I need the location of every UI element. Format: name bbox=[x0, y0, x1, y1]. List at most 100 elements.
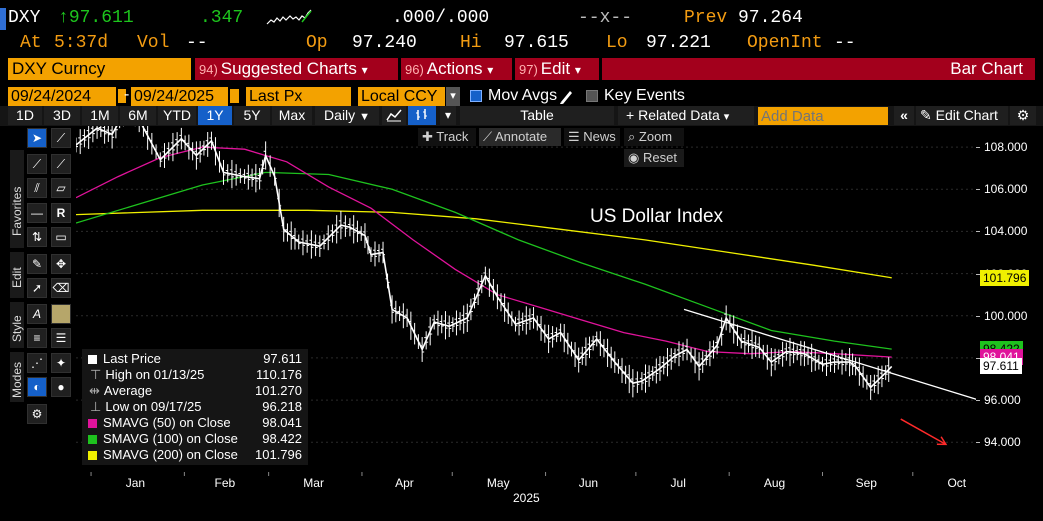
chart-type-label[interactable]: Bar Chart bbox=[602, 58, 1035, 80]
add-data-input[interactable] bbox=[758, 107, 888, 125]
end-date-field[interactable]: 09/24/2025 bbox=[131, 87, 228, 106]
legend-row-sma100: SMAVG (100) on Close 98.422 bbox=[88, 431, 302, 447]
y-axis bbox=[976, 126, 1043, 476]
move-icon[interactable]: ✥ bbox=[51, 254, 71, 274]
key-events-label: Key Events bbox=[604, 87, 685, 104]
style-tab-label: Style bbox=[10, 315, 24, 342]
price-field-select[interactable]: Last Px bbox=[246, 87, 351, 106]
modes-tab-label: Modes bbox=[10, 361, 24, 398]
line-segment-icon[interactable]: ⟋ bbox=[27, 154, 47, 174]
range-1m-button[interactable]: 1M bbox=[82, 106, 118, 125]
draw-line-icon[interactable]: ⟋ bbox=[51, 128, 71, 148]
reset-button[interactable]: ◉ Reset bbox=[624, 149, 684, 167]
hand-mode-icon[interactable]: ✦ bbox=[51, 353, 71, 373]
period-select[interactable]: Daily ▼ bbox=[315, 106, 379, 125]
table-button[interactable]: Table bbox=[460, 106, 614, 125]
start-calendar-icon[interactable] bbox=[117, 88, 127, 104]
edit-chevron-down-icon: ▾ bbox=[574, 63, 581, 77]
fibonacci-icon[interactable]: ⇅ bbox=[27, 227, 47, 247]
edit-menu[interactable]: 97) Edit ▾ bbox=[515, 58, 599, 80]
resistance-trendline bbox=[683, 308, 980, 401]
edit-chart-pencil-icon: ✎ bbox=[920, 107, 932, 123]
sidebar-settings-gear-icon[interactable]: ⚙ bbox=[27, 404, 47, 424]
security-field[interactable]: DXY Curncy bbox=[8, 58, 191, 80]
track-button[interactable]: ✚ Track bbox=[418, 128, 476, 146]
edit-tab-label: Edit bbox=[10, 267, 24, 288]
pen-icon[interactable]: ✎ bbox=[27, 254, 47, 274]
annotate-button[interactable]: ⟋ Annotate bbox=[479, 128, 561, 146]
annotate-line-icon: ⟋ bbox=[483, 129, 493, 144]
key-events-checkbox[interactable] bbox=[586, 90, 598, 102]
modes-tab[interactable]: Modes bbox=[10, 352, 24, 402]
collapse-chevrons-icon[interactable]: « bbox=[894, 106, 914, 125]
line-chart-icon[interactable] bbox=[382, 106, 406, 125]
range-6m-button[interactable]: 6M bbox=[120, 106, 156, 125]
related-data-menu[interactable]: + Related Data ▾ bbox=[618, 106, 754, 125]
actions-chevron-down-icon: ▾ bbox=[487, 63, 494, 77]
y-tick-mark bbox=[976, 400, 980, 402]
low-marker-icon: ⊥ bbox=[90, 399, 102, 414]
legend-swatch-sma200 bbox=[88, 451, 97, 461]
high-label: Hi bbox=[460, 33, 482, 53]
color-mode-icon[interactable]: ● bbox=[51, 377, 71, 397]
annotate-label: Annotate bbox=[495, 129, 548, 144]
legend-value: 101.796 bbox=[255, 447, 302, 462]
select-cursor-icon[interactable]: ➚ bbox=[27, 278, 47, 298]
news-list-icon: ☰ bbox=[568, 129, 580, 144]
range-3d-button[interactable]: 3D bbox=[44, 106, 80, 125]
chart-mode-icon[interactable]: ◐ bbox=[27, 377, 47, 397]
horizontal-line-icon[interactable]: — bbox=[27, 203, 47, 223]
suggested-charts-menu[interactable]: 94) Suggested Charts ▾ bbox=[195, 58, 398, 80]
average-marker-icon: ⇹ bbox=[89, 383, 100, 398]
range-1y-button[interactable]: 1Y bbox=[198, 106, 232, 125]
line-weight-icon[interactable]: ≡ bbox=[27, 328, 47, 348]
style-tab[interactable]: Style bbox=[10, 302, 24, 348]
x-tick-label: Jun bbox=[578, 476, 599, 490]
high-marker-icon: ⊤ bbox=[90, 367, 102, 382]
chart-style-chevron-down-icon[interactable]: ▾ bbox=[440, 106, 456, 125]
settings-gear-icon[interactable]: ⚙ bbox=[1010, 106, 1036, 125]
font-style-icon[interactable]: A bbox=[27, 304, 47, 324]
news-button[interactable]: ☰ News bbox=[564, 128, 620, 146]
favorites-tab[interactable]: Favorites bbox=[10, 150, 24, 248]
actions-label: Actions bbox=[426, 59, 483, 78]
range-1d-button[interactable]: 1D bbox=[8, 106, 42, 125]
crosshair-mode-icon[interactable]: ⋰ bbox=[27, 353, 47, 373]
x-tick-label: Feb bbox=[214, 476, 236, 490]
vol-label: Vol bbox=[137, 33, 170, 53]
low-value: 97.221 bbox=[646, 33, 711, 53]
retracement-icon[interactable]: R bbox=[51, 203, 71, 223]
ray-line-icon[interactable]: ⟋ bbox=[51, 154, 71, 174]
y-tick-mark bbox=[976, 147, 980, 149]
bar-chart-icon[interactable] bbox=[408, 106, 436, 125]
x-axis-year-label: 2025 bbox=[513, 491, 540, 505]
legend-row-last-price: Last Price 97.611 bbox=[88, 351, 302, 367]
line-style-icon[interactable]: ☰ bbox=[51, 328, 71, 348]
reset-radio-icon: ◉ bbox=[628, 150, 640, 165]
range-5y-button[interactable]: 5Y bbox=[234, 106, 270, 125]
edit-chart-button[interactable]: ✎ Edit Chart bbox=[916, 106, 1008, 125]
range-max-button[interactable]: Max bbox=[272, 106, 312, 125]
start-date-field[interactable]: 09/24/2024 bbox=[8, 87, 116, 106]
y-tick-label: 94.000 bbox=[984, 435, 1021, 450]
currency-select[interactable]: Local CCY bbox=[358, 87, 445, 106]
trend-channel-icon[interactable]: ⫽ bbox=[27, 178, 47, 198]
pencil-icon[interactable] bbox=[558, 87, 574, 105]
prev-value: 97.264 bbox=[738, 8, 803, 28]
rectangle-icon[interactable]: ▭ bbox=[51, 227, 71, 247]
pointer-icon[interactable]: ➤ bbox=[27, 128, 47, 148]
range-ytd-button[interactable]: YTD bbox=[158, 106, 196, 125]
zoom-magnifier-icon: ⌕ bbox=[628, 129, 636, 144]
eraser-icon[interactable]: ⌫ bbox=[51, 278, 71, 298]
series-line-smavg bbox=[75, 146, 892, 358]
actions-menu[interactable]: 96) Actions ▾ bbox=[401, 58, 512, 80]
parallel-lines-icon[interactable]: ▱ bbox=[51, 178, 71, 198]
zoom-button[interactable]: ⌕ Zoom bbox=[624, 128, 684, 146]
edit-tab[interactable]: Edit bbox=[10, 252, 24, 298]
mov-avgs-checkbox[interactable] bbox=[470, 90, 482, 102]
end-calendar-icon[interactable] bbox=[229, 88, 240, 104]
currency-chevron-down-icon[interactable]: ▾ bbox=[446, 87, 460, 106]
y-tick-mark bbox=[976, 357, 980, 359]
ask: .000 bbox=[446, 8, 490, 28]
fill-color-icon[interactable] bbox=[51, 304, 71, 324]
